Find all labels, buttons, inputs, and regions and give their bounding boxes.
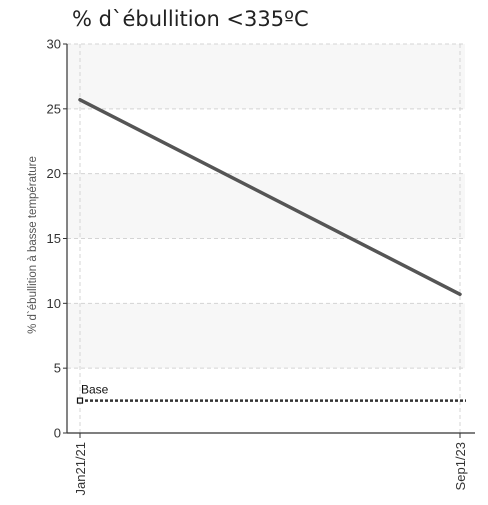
x-tick-label: Sep1/23: [453, 442, 468, 490]
y-tick-label: 0: [54, 426, 61, 441]
background-band: [67, 44, 465, 109]
series-group: [78, 98, 462, 297]
y-axis-label: % d`ébullition à basse température: [27, 156, 39, 334]
reference-line-group: Base: [76, 383, 466, 404]
chart-title: % d`ébullition <335ºC: [72, 7, 309, 31]
y-tick-label: 10: [47, 296, 61, 311]
y-tick-label: 5: [54, 361, 61, 376]
y-tick-label: 30: [47, 37, 61, 52]
reference-line-marker: [76, 397, 84, 404]
x-tick-label: Jan21/21: [73, 442, 88, 496]
y-axis-ticks: 0 5 10 15 20 25 30: [47, 37, 67, 441]
background-band: [67, 173, 465, 239]
gridlines: [67, 43, 465, 433]
y-tick-label: 20: [47, 166, 61, 181]
background-band: [67, 303, 465, 369]
series-line: [78, 98, 462, 297]
y-tick-label: 25: [47, 101, 61, 116]
reference-line-label: Base: [81, 383, 109, 397]
background-bands: [67, 44, 465, 369]
y-tick-label: 15: [47, 231, 61, 246]
x-axis-ticks: Jan21/21 Sep1/23: [73, 433, 468, 496]
